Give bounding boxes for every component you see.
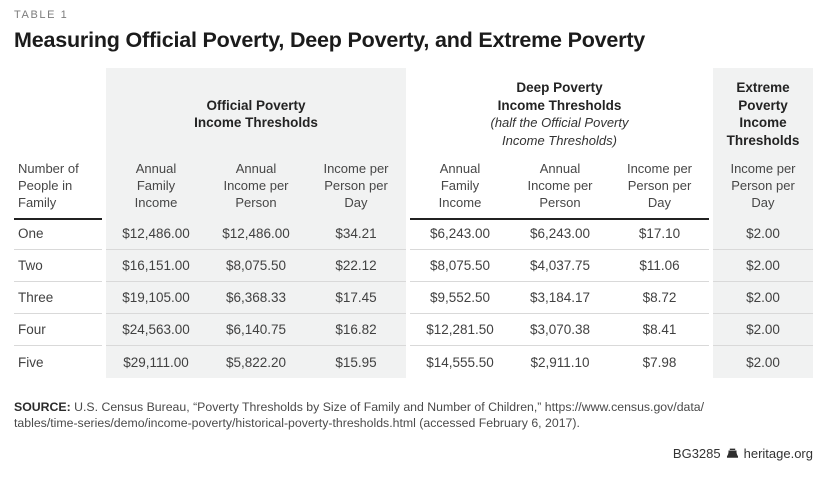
table-row: Four $24,563.00 $6,140.75 $16.82 $12,281… [14,314,813,346]
column-gutter [709,282,713,314]
column-gutter [709,250,713,282]
official-poverty-group-title: Official Poverty Income Thresholds [194,97,318,131]
column-gutter [406,160,410,220]
cell-value: $17.10 [610,218,709,250]
cell-value: $2.00 [713,218,813,250]
group-header-row: Official Poverty Income Thresholds Deep … [14,68,813,160]
cell-value: $3,070.38 [510,314,610,346]
cell-value: $24,563.00 [106,314,206,346]
column-gutter [406,282,410,314]
col-header-official-annual-income-per-person: Annual Income per Person [206,160,306,220]
column-gutter [709,68,713,160]
cell-value: $6,140.75 [206,314,306,346]
cell-value: $2,911.10 [530,354,590,370]
cell-value: $12,281.50 [410,314,510,346]
cell-value: $9,552.50 [410,282,510,314]
column-gutter [406,250,410,282]
corner-spacer [14,68,102,160]
cell-value: $34.21 [306,218,406,250]
row-label: Three [14,282,102,314]
cell-value: $15.95 [306,346,406,378]
table-row: Two $16,151.00 $8,075.50 $22.12 $8,075.5… [14,250,813,282]
column-gutter [709,314,713,346]
cell-value: $12,486.00 [106,218,206,250]
column-gutter [102,346,106,378]
source-note: SOURCE: U.S. Census Bureau, “Poverty Thr… [14,399,714,431]
extreme-poverty-group-title: Extreme Poverty Income Thresholds [726,80,800,148]
extreme-poverty-group-header: Extreme Poverty Income Thresholds [713,68,813,160]
table-row: Three $19,105.00 $6,368.33 $17.45 $9,552… [14,282,813,314]
column-header-row: Number of People in Family Annual Family… [14,160,813,220]
col-header-deep-annual-income-per-person: Annual Income per Person [510,160,610,220]
cell-value: $5,822.20 [206,346,306,378]
cell-value: $4,037.75 [510,250,610,282]
column-gutter [102,282,106,314]
heritage-bell-icon [726,448,739,460]
deep-poverty-group-title: Deep Poverty Income Thresholds [497,80,622,113]
report-id: BG3285 [672,446,721,461]
column-gutter [406,314,410,346]
table-row: One $12,486.00 $12,486.00 $34.21 $6,243.… [14,218,813,250]
cell-value: $3,184.17 [510,282,610,314]
col-header-official-annual-family-income: Annual Family Income [106,160,206,220]
cell-value: $2.00 [713,346,813,378]
figure-title: Measuring Official Poverty, Deep Poverty… [14,28,646,52]
cell-value: $11.06 [610,250,709,282]
cell-value: $8.41 [610,314,709,346]
cell-value: $8,075.50 [410,250,510,282]
cell-value: $19,105.00 [106,282,206,314]
official-poverty-group-header: Official Poverty Income Thresholds [106,68,406,160]
col-header-deep-income-per-person-per-day: Income per Person per Day [610,160,709,220]
column-gutter [709,218,713,250]
cell-value: $8,075.50 [206,250,306,282]
credit-site: heritage.org [743,446,813,461]
col-header-official-income-per-person-per-day: Income per Person per Day [306,160,406,220]
cell-value: $2.00 [713,282,813,314]
row-label: Four [14,314,102,346]
source-label: SOURCE: [14,400,71,414]
row-label: Five [18,354,44,370]
deep-poverty-group-header: Deep Poverty Income Thresholds (half the… [410,68,709,160]
col-header-deep-annual-family-income: Annual Family Income [410,160,510,220]
credit-line: BG3285 heritage.org [14,446,813,461]
cell-value: $14,555.50 [426,354,494,370]
column-gutter [709,160,713,220]
col-header-extreme-income-per-person-per-day: Income per Person per Day [713,160,813,220]
cell-value: $6,243.00 [410,218,510,250]
column-gutter [102,250,106,282]
cell-value: $2.00 [713,314,813,346]
cell-value: $6,368.33 [206,282,306,314]
row-label: One [14,218,102,250]
row-axis-header: Number of People in Family [14,160,102,220]
cell-value: $22.12 [306,250,406,282]
column-gutter [406,68,410,160]
table-number-label: TABLE 1 [14,9,69,21]
column-gutter [102,68,106,160]
cell-value: $29,111.00 [106,346,206,378]
cell-value: $12,486.00 [206,218,306,250]
cell-value: $7.98 [642,354,677,370]
cell-value: $16,151.00 [106,250,206,282]
column-gutter [406,218,410,250]
table-row: Five $29,111.00 $5,822.20 $15.95 $14,555… [14,346,813,378]
cell-value: $17.45 [306,282,406,314]
poverty-table: Official Poverty Income Thresholds Deep … [14,68,813,378]
cell-value: $16.82 [306,314,406,346]
column-gutter [102,314,106,346]
column-gutter [709,346,713,378]
row-label: Two [14,250,102,282]
cell-value: $8.72 [610,282,709,314]
source-text: U.S. Census Bureau, “Poverty Thresholds … [14,400,705,430]
column-gutter [102,160,106,220]
column-gutter [406,346,410,378]
column-gutter [102,218,106,250]
cell-value: $2.00 [713,250,813,282]
deep-poverty-group-subtitle: (half the Official Poverty Income Thresh… [490,115,629,148]
cell-value: $6,243.00 [510,218,610,250]
